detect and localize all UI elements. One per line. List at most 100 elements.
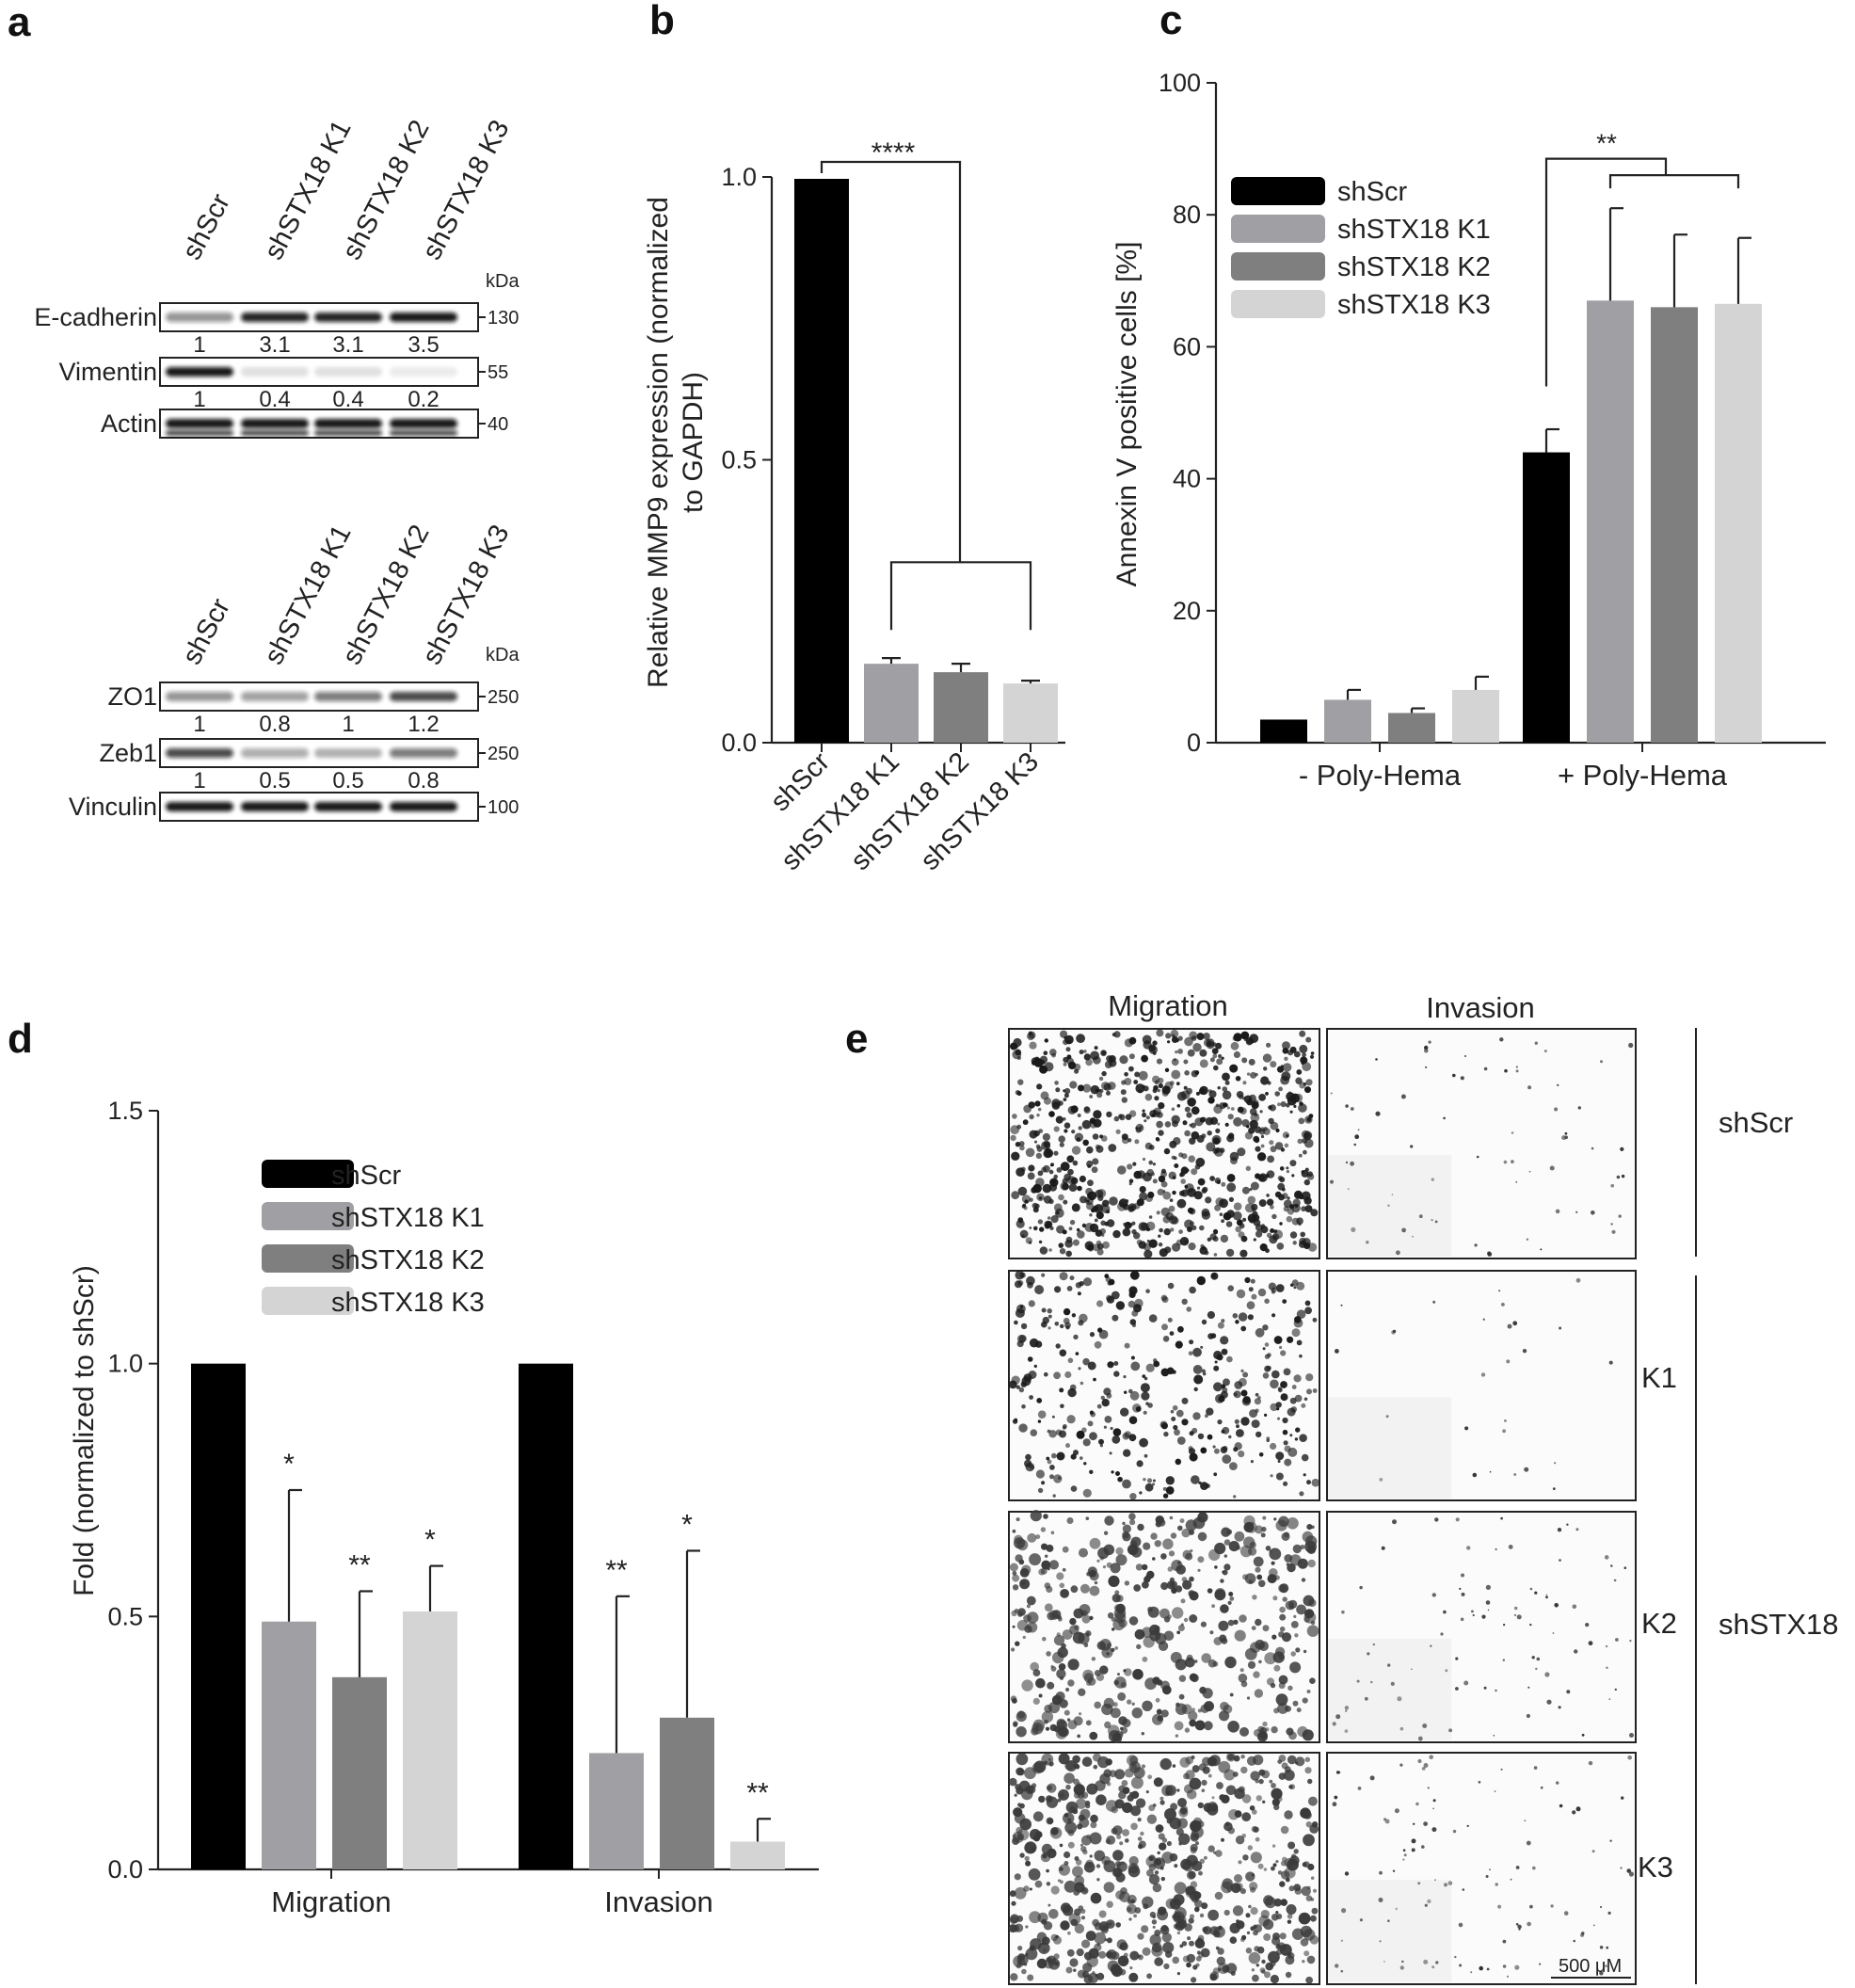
cell [1077, 1790, 1085, 1799]
cell [1189, 1777, 1202, 1790]
cell [1197, 1568, 1201, 1572]
legend-swatch-0 [1231, 177, 1325, 205]
cell [1082, 1669, 1094, 1681]
cell [1189, 1123, 1192, 1127]
cell [1193, 1191, 1203, 1200]
cell [1289, 1110, 1293, 1114]
cell [1304, 1086, 1311, 1094]
cell [1048, 1111, 1055, 1117]
cell [1303, 1950, 1310, 1957]
cell [1059, 1792, 1065, 1799]
cell [1245, 1913, 1251, 1918]
cell [1201, 1116, 1207, 1122]
cell [1014, 1537, 1026, 1549]
cell [1056, 1669, 1066, 1679]
cell [1165, 1950, 1173, 1958]
cell [1189, 1576, 1194, 1582]
cell [1472, 1613, 1475, 1617]
cell [1084, 1800, 1091, 1806]
cell [1213, 1350, 1223, 1360]
cell [1035, 1677, 1046, 1689]
cell [1246, 1931, 1251, 1935]
cell [1065, 1443, 1070, 1449]
cell [1077, 1185, 1082, 1192]
cell [1027, 1356, 1033, 1362]
cell [1075, 1764, 1080, 1770]
cell [1089, 1854, 1093, 1858]
cell [1073, 1450, 1079, 1456]
cell [1028, 1164, 1035, 1172]
cell [1148, 1044, 1157, 1052]
cell [1063, 1087, 1071, 1095]
cell [1192, 1516, 1206, 1530]
cell [1027, 1532, 1037, 1543]
cell [1119, 1055, 1128, 1065]
cell [1176, 1104, 1181, 1108]
cell [1100, 1050, 1107, 1057]
cell [1106, 1652, 1110, 1656]
cell [1059, 1272, 1068, 1281]
cell [1604, 1555, 1609, 1560]
cell [1178, 1833, 1191, 1846]
cell [1154, 1870, 1159, 1875]
cell [1089, 1537, 1101, 1549]
cell [1067, 1659, 1079, 1671]
cell [1153, 1360, 1160, 1368]
cell [1233, 1392, 1238, 1397]
migration-image [1008, 1270, 1320, 1501]
cell [1275, 1693, 1288, 1707]
cell [1015, 1270, 1025, 1280]
cell [1344, 1729, 1349, 1733]
cell [1047, 1567, 1050, 1571]
cell [1278, 1755, 1287, 1762]
cell [1287, 1563, 1296, 1573]
cell [1275, 1646, 1286, 1657]
cell [1160, 1422, 1168, 1430]
cell [1233, 1619, 1239, 1626]
cell [1161, 1785, 1174, 1797]
cell [1463, 1680, 1469, 1686]
cell [1111, 1627, 1115, 1631]
cell [1171, 1560, 1183, 1572]
cell [1262, 1800, 1266, 1804]
cell [1180, 1804, 1189, 1813]
cell [1029, 1041, 1037, 1050]
cell [1094, 1932, 1107, 1945]
cell [1241, 1794, 1252, 1804]
cell [1094, 1580, 1098, 1585]
cell [1623, 1566, 1627, 1569]
cell [1274, 1142, 1284, 1150]
invasion-image [1326, 1511, 1637, 1743]
cell [1082, 1139, 1089, 1146]
cell [1111, 1827, 1118, 1835]
cell [1143, 1478, 1146, 1482]
cell [1098, 1910, 1107, 1918]
cell [1610, 1223, 1613, 1226]
cell [1185, 1885, 1195, 1896]
bar-2-0 [1388, 713, 1435, 743]
background-haze [1328, 1880, 1452, 1982]
cell [1056, 1167, 1063, 1173]
cell [1581, 1932, 1585, 1935]
cell [1173, 1912, 1181, 1920]
cell [1161, 1323, 1168, 1331]
blot-row-label: Vimentin [58, 358, 157, 386]
cell [1152, 1162, 1156, 1166]
cell [1214, 1178, 1222, 1184]
cell [1395, 1907, 1398, 1911]
cell [1073, 1968, 1077, 1972]
cell [1483, 1686, 1487, 1690]
cell [1069, 1275, 1075, 1281]
cell [1454, 1955, 1457, 1959]
cell [1279, 1177, 1286, 1183]
cell [1011, 1610, 1017, 1617]
cell [1165, 1476, 1175, 1485]
cell [1041, 1307, 1047, 1313]
cell [1264, 1342, 1270, 1347]
cell [1133, 1584, 1142, 1592]
cell [1188, 1242, 1196, 1251]
cell [1254, 1398, 1261, 1405]
cell [1071, 1203, 1080, 1212]
cell [1009, 1563, 1018, 1572]
cell [1061, 1643, 1066, 1649]
